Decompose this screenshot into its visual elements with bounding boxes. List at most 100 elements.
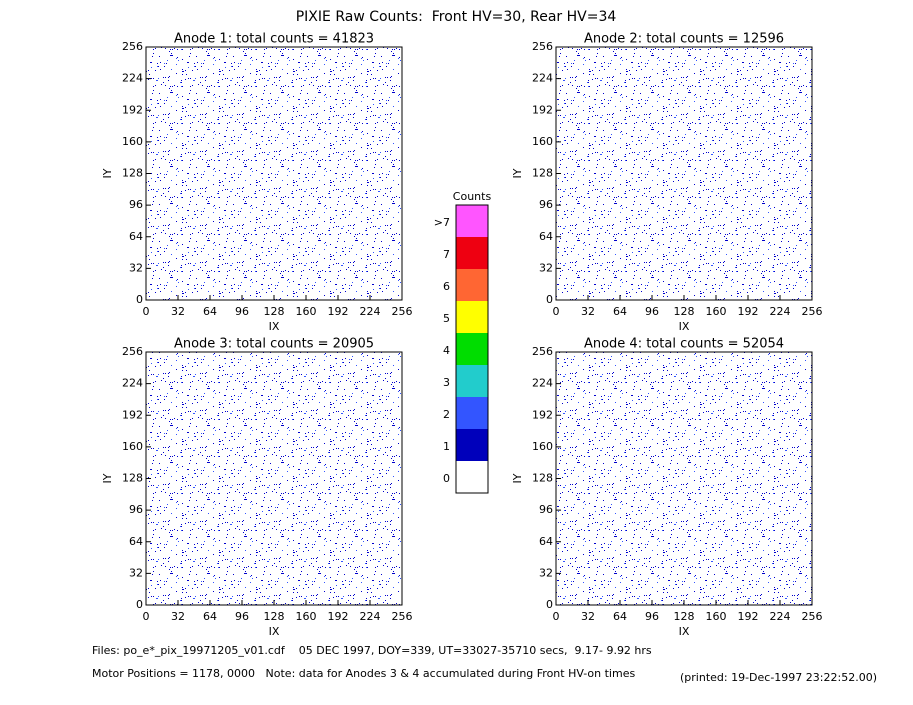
colorbar-label: 1 (443, 440, 450, 453)
y-axis-label: IY (101, 473, 114, 483)
y-tick-label: 256 (122, 345, 143, 358)
pixel-texture (556, 352, 812, 605)
colorbar-label: 0 (443, 472, 450, 485)
x-tick-label: 64 (613, 305, 627, 318)
pixel-texture (146, 47, 402, 300)
colorbar-swatch (456, 301, 488, 333)
panel-title: Anode 3: total counts = 20905 (174, 337, 374, 352)
panel-title: Anode 2: total counts = 12596 (584, 32, 784, 47)
x-tick-label: 256 (392, 610, 413, 623)
colorbar-swatch (456, 461, 488, 493)
y-tick-label: 32 (539, 566, 553, 579)
y-tick-label: 64 (129, 535, 143, 548)
x-tick-label: 32 (171, 610, 185, 623)
x-tick-label: 128 (674, 305, 695, 318)
x-tick-label: 0 (553, 305, 560, 318)
colorbar-swatch (456, 397, 488, 429)
y-axis-label: IY (101, 168, 114, 178)
y-tick-label: 0 (136, 293, 143, 306)
y-tick-label: 160 (122, 440, 143, 453)
y-tick-label: 224 (532, 72, 553, 85)
x-tick-label: 64 (203, 610, 217, 623)
colorbar-swatch (456, 269, 488, 301)
colorbar-swatch (456, 205, 488, 237)
x-tick-label: 0 (553, 610, 560, 623)
x-tick-label: 160 (296, 610, 317, 623)
y-tick-label: 64 (539, 535, 553, 548)
y-tick-label: 96 (539, 198, 553, 211)
colorbar-swatch (456, 333, 488, 365)
x-tick-label: 192 (738, 305, 759, 318)
y-tick-label: 0 (136, 598, 143, 611)
x-axis-label: IX (679, 320, 690, 333)
x-tick-label: 256 (802, 610, 823, 623)
x-axis-label: IX (269, 320, 280, 333)
x-axis-label: IX (679, 625, 690, 638)
x-tick-label: 32 (581, 610, 595, 623)
panel-title: Anode 4: total counts = 52054 (584, 337, 784, 352)
y-tick-label: 192 (122, 103, 143, 116)
x-tick-label: 96 (645, 610, 659, 623)
x-tick-label: 64 (203, 305, 217, 318)
x-axis-label: IX (269, 625, 280, 638)
y-tick-label: 32 (129, 261, 143, 274)
x-tick-label: 192 (328, 305, 349, 318)
y-tick-label: 192 (122, 408, 143, 421)
colorbar-swatch (456, 365, 488, 397)
x-tick-label: 96 (645, 305, 659, 318)
x-tick-label: 224 (770, 610, 791, 623)
x-tick-label: 160 (296, 305, 317, 318)
y-tick-label: 96 (539, 503, 553, 516)
y-tick-label: 256 (122, 40, 143, 53)
y-tick-label: 96 (129, 198, 143, 211)
y-tick-label: 0 (546, 598, 553, 611)
y-tick-label: 224 (122, 377, 143, 390)
x-tick-label: 96 (235, 305, 249, 318)
y-tick-label: 256 (532, 345, 553, 358)
y-tick-label: 96 (129, 503, 143, 516)
y-tick-label: 128 (122, 167, 143, 180)
x-tick-label: 128 (264, 305, 285, 318)
x-tick-label: 128 (674, 610, 695, 623)
y-tick-label: 160 (122, 135, 143, 148)
footer-motor: Motor Positions = 1178, 0000 Note: data … (92, 667, 635, 680)
colorbar-label: 4 (443, 344, 450, 357)
y-tick-label: 64 (539, 230, 553, 243)
x-tick-label: 64 (613, 610, 627, 623)
x-tick-label: 224 (360, 610, 381, 623)
colorbar-swatch (456, 429, 488, 461)
y-tick-label: 32 (539, 261, 553, 274)
x-tick-label: 0 (143, 305, 150, 318)
x-tick-label: 32 (171, 305, 185, 318)
y-axis-label: IY (511, 168, 524, 178)
pixel-texture (556, 47, 812, 300)
x-tick-label: 256 (392, 305, 413, 318)
x-tick-label: 224 (770, 305, 791, 318)
y-tick-label: 128 (532, 472, 553, 485)
y-tick-label: 256 (532, 40, 553, 53)
x-tick-label: 32 (581, 305, 595, 318)
pixel-texture (146, 352, 402, 605)
y-tick-label: 160 (532, 135, 553, 148)
colorbar-label: >7 (434, 216, 450, 229)
y-tick-label: 128 (122, 472, 143, 485)
y-axis-label: IY (511, 473, 524, 483)
colorbar-swatch (456, 237, 488, 269)
x-tick-label: 192 (328, 610, 349, 623)
x-tick-label: 256 (802, 305, 823, 318)
colorbar-label: 3 (443, 376, 450, 389)
footer-printed: (printed: 19-Dec-1997 23:22:52.00) (680, 671, 877, 684)
x-tick-label: 224 (360, 305, 381, 318)
colorbar-label: 6 (443, 280, 450, 293)
y-tick-label: 128 (532, 167, 553, 180)
colorbar-label: 2 (443, 408, 450, 421)
y-tick-label: 0 (546, 293, 553, 306)
page-title: PIXIE Raw Counts: Front HV=30, Rear HV=3… (296, 9, 617, 25)
colorbar-title: Counts (453, 190, 492, 203)
y-tick-label: 160 (532, 440, 553, 453)
x-tick-label: 128 (264, 610, 285, 623)
colorbar-label: 5 (443, 312, 450, 325)
footer-files: Files: po_e*_pix_19971205_v01.cdf 05 DEC… (92, 644, 652, 657)
x-tick-label: 192 (738, 610, 759, 623)
